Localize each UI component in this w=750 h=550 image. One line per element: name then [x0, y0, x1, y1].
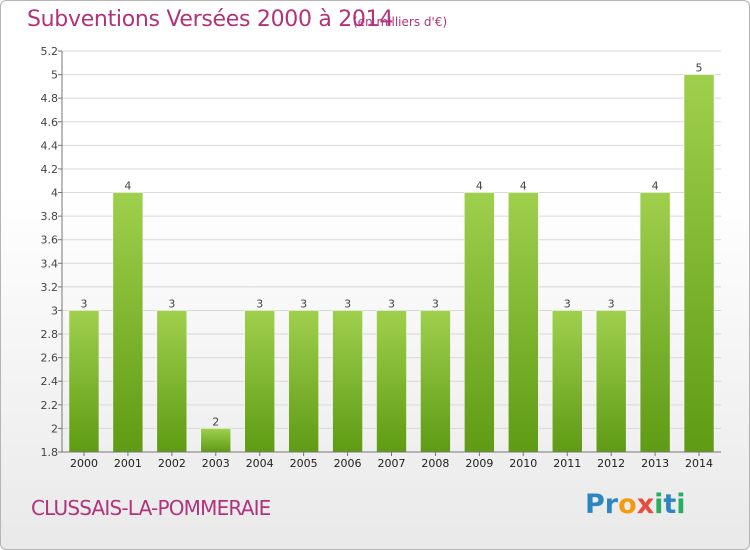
data-label: 5	[696, 62, 703, 75]
y-tick-label: 3.4	[41, 257, 59, 270]
bar-2011	[551, 310, 583, 453]
data-labels: 3 4 3 2 3 3 3 3 3 4 4 3 3 4 5	[80, 62, 702, 429]
data-label: 3	[256, 297, 263, 310]
bar-2014	[683, 74, 715, 453]
logo-letter: i	[654, 489, 664, 520]
bar-2008	[420, 310, 451, 453]
y-tick-label: 5.2	[41, 45, 59, 58]
data-label: 3	[564, 297, 571, 310]
bar-2004	[244, 310, 275, 453]
logo-letter: r	[604, 489, 619, 520]
x-tick-label: 2000	[70, 457, 98, 470]
x-tick-label: 2011	[553, 457, 581, 470]
y-tick-label: 4.6	[41, 116, 59, 129]
y-tick-label: 2	[51, 422, 58, 435]
commune-name: CLUSSAIS-LA-POMMERAIE	[31, 496, 271, 520]
bar-2009	[464, 192, 495, 453]
bar-2007	[376, 310, 407, 453]
y-tick-label: 3.8	[41, 210, 59, 223]
data-label: 4	[652, 180, 659, 193]
data-label: 3	[388, 297, 395, 310]
data-label: 3	[300, 297, 307, 310]
x-tick-label: 2001	[114, 457, 142, 470]
logo-letter: x	[636, 489, 655, 520]
y-tick-label: 4.8	[41, 92, 59, 105]
x-tick-label: 2012	[597, 457, 625, 470]
data-label: 2	[212, 415, 219, 428]
bar-2003	[200, 428, 232, 453]
x-tick-label: 2006	[334, 457, 362, 470]
y-tick-label: 2.8	[41, 328, 59, 341]
bar-2002	[156, 310, 188, 453]
bar-2000	[68, 310, 100, 453]
data-label: 4	[520, 180, 527, 193]
y-tick-label: 4.4	[41, 139, 59, 152]
bar-2012	[595, 310, 627, 453]
data-label: 4	[124, 180, 131, 193]
x-tick-label: 2008	[421, 457, 449, 470]
y-tick-label: 3	[51, 304, 58, 317]
y-tick-label: 3.6	[41, 234, 59, 247]
chart-subtitle: (en milliers d'€)	[353, 15, 448, 29]
data-label: 3	[168, 297, 175, 310]
data-label: 3	[344, 297, 351, 310]
data-label: 3	[80, 297, 87, 310]
x-tick-label: 2013	[641, 457, 669, 470]
y-tick-label: 2.6	[41, 352, 59, 365]
logo-letter: P	[585, 489, 605, 520]
y-tick-label: 1.8	[41, 446, 59, 459]
bar-2005	[288, 310, 319, 453]
x-tick-label: 2003	[202, 457, 230, 470]
y-tick-label: 2.4	[41, 375, 59, 388]
logo-letter: o	[618, 489, 637, 520]
data-label: 3	[608, 297, 615, 310]
y-tick-label: 5	[51, 69, 58, 82]
x-tick-label: 2004	[246, 457, 274, 470]
bar-2006	[332, 310, 363, 453]
proxiti-logo[interactable]: Proxiti	[585, 489, 686, 520]
x-tick-label: 2002	[158, 457, 186, 470]
data-label: 3	[432, 297, 439, 310]
bar-2010	[508, 192, 539, 453]
y-tick-label: 4	[51, 187, 58, 200]
data-label: 4	[476, 180, 483, 193]
x-tick-label: 2010	[509, 457, 537, 470]
x-tick-label: 2007	[378, 457, 406, 470]
bar-2013	[639, 192, 671, 453]
bar-2001	[112, 192, 144, 453]
logo-letter: t	[663, 489, 677, 520]
x-tick-label: 2005	[290, 457, 318, 470]
axes: 1.8 2 2.2 2.4 2.6 2.8 3 3.2 3.4 3.6 3.8 4 4.2 4.4 4.6 4…	[41, 45, 721, 470]
x-tick-label: 2014	[685, 457, 713, 470]
y-tick-label: 4.2	[41, 163, 59, 176]
y-tick-label: 3.2	[41, 281, 59, 294]
x-tick-label: 2009	[465, 457, 493, 470]
y-tick-label: 2.2	[41, 399, 59, 412]
chart-title: Subventions Versées 2000 à 2014	[27, 7, 394, 32]
bars	[68, 74, 715, 453]
logo-letter: i	[676, 489, 686, 520]
